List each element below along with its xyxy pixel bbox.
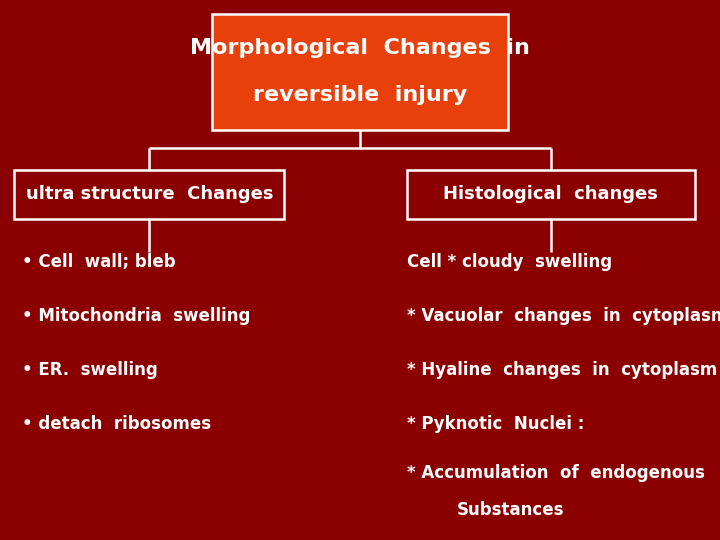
Text: • detach  ribosomes: • detach ribosomes (22, 415, 211, 433)
Text: • Cell  wall; bleb: • Cell wall; bleb (22, 253, 175, 271)
Text: • ER.  swelling: • ER. swelling (22, 361, 158, 379)
Text: * Hyaline  changes  in  cytoplasm: * Hyaline changes in cytoplasm (407, 361, 717, 379)
Text: * Accumulation  of  endogenous: * Accumulation of endogenous (407, 463, 705, 482)
Text: Histological  changes: Histological changes (444, 185, 658, 204)
Text: • Mitochondria  swelling: • Mitochondria swelling (22, 307, 250, 325)
Text: * Pyknotic  Nuclei :: * Pyknotic Nuclei : (407, 415, 584, 433)
Text: Cell * cloudy  swelling: Cell * cloudy swelling (407, 253, 612, 271)
Text: Morphological  Changes  in

reversible  injury: Morphological Changes in reversible inju… (190, 38, 530, 105)
FancyBboxPatch shape (212, 14, 508, 130)
Text: ultra structure  Changes: ultra structure Changes (26, 185, 273, 204)
FancyBboxPatch shape (407, 170, 695, 219)
Text: Substances: Substances (457, 501, 564, 519)
FancyBboxPatch shape (14, 170, 284, 219)
Text: * Vacuolar  changes  in  cytoplasm: * Vacuolar changes in cytoplasm (407, 307, 720, 325)
